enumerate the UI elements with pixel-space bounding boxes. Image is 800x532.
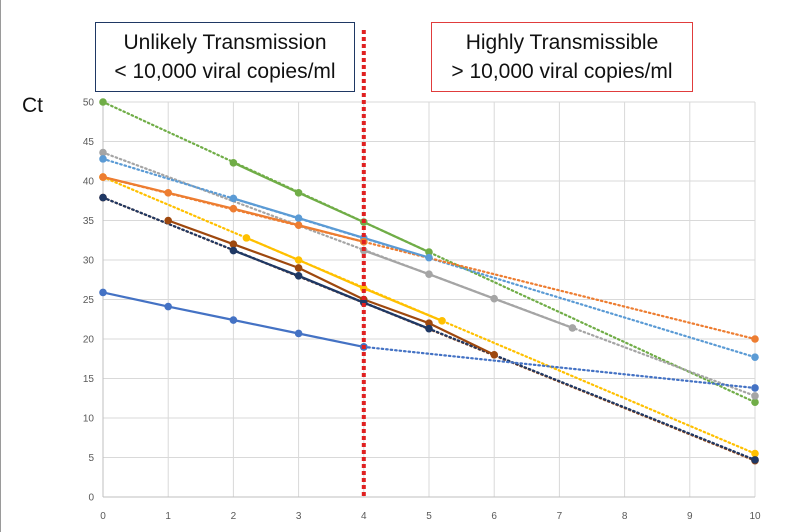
y-tick-label: 25 bbox=[83, 295, 95, 306]
data-point bbox=[568, 324, 577, 332]
data-point bbox=[164, 216, 172, 225]
gridlines bbox=[103, 101, 756, 497]
y-tick-label: 45 bbox=[83, 137, 95, 148]
data-point bbox=[425, 270, 433, 279]
left-border-rule bbox=[0, 0, 1, 532]
callout-unlikely-transmission: Unlikely Transmission < 10,000 viral cop… bbox=[95, 22, 355, 92]
data-point bbox=[99, 288, 107, 297]
series-line bbox=[232, 161, 430, 254]
trend-endpoint bbox=[751, 449, 759, 458]
data-point bbox=[294, 256, 303, 264]
callout-unlikely-line2: < 10,000 viral copies/ml bbox=[114, 60, 336, 83]
data-point bbox=[425, 248, 433, 256]
x-tick-label: 9 bbox=[687, 511, 693, 522]
data-point bbox=[294, 221, 303, 230]
y-tick-label: 0 bbox=[88, 493, 94, 504]
trend-endpoint bbox=[751, 335, 759, 343]
data-point bbox=[294, 189, 303, 197]
trendlines bbox=[99, 98, 759, 465]
x-tick-label: 8 bbox=[622, 511, 628, 522]
y-tick-label: 30 bbox=[83, 256, 95, 267]
y-tick-label: 5 bbox=[88, 453, 94, 464]
trend-endpoint bbox=[751, 398, 759, 407]
trend-endpoint bbox=[99, 155, 107, 163]
data-point bbox=[490, 294, 499, 303]
x-tick-label: 5 bbox=[426, 511, 432, 522]
y-tick-label: 40 bbox=[83, 177, 95, 188]
trend-endpoint bbox=[99, 98, 107, 106]
data-point bbox=[425, 324, 433, 333]
x-tick-label: 0 bbox=[100, 511, 106, 522]
x-tick-label: 6 bbox=[491, 511, 497, 522]
trend-endpoint bbox=[751, 353, 759, 361]
y-axis-label: Ct bbox=[22, 94, 43, 117]
trend-endpoint bbox=[751, 384, 759, 392]
data-series bbox=[99, 159, 577, 359]
series-line bbox=[167, 219, 495, 356]
y-tick-label: 35 bbox=[83, 216, 95, 227]
trend-endpoint bbox=[751, 456, 759, 464]
series-line bbox=[245, 236, 443, 322]
data-point bbox=[164, 302, 172, 311]
trendline bbox=[101, 175, 757, 455]
callout-unlikely-line1: Unlikely Transmission bbox=[123, 31, 327, 54]
callout-highly-transmissible: Highly Transmissible > 10,000 viral copi… bbox=[431, 22, 693, 92]
x-tick-label: 10 bbox=[749, 511, 761, 522]
data-point bbox=[242, 234, 251, 242]
y-tick-label: 10 bbox=[83, 414, 95, 425]
data-point bbox=[229, 240, 238, 248]
y-tick-label: 50 bbox=[83, 98, 95, 109]
trend-endpoint bbox=[99, 148, 107, 157]
trend-endpoint bbox=[751, 392, 759, 400]
trendline bbox=[101, 100, 757, 404]
series-line bbox=[363, 249, 573, 329]
y-tick-label: 15 bbox=[83, 374, 95, 385]
x-tick-label: 4 bbox=[361, 511, 367, 522]
data-point bbox=[294, 329, 303, 338]
x-tick-label: 2 bbox=[231, 511, 237, 522]
data-point bbox=[425, 319, 433, 328]
data-point bbox=[294, 272, 303, 280]
data-point bbox=[490, 351, 499, 359]
callout-high-line1: Highly Transmissible bbox=[465, 31, 659, 54]
series-line bbox=[233, 197, 430, 259]
trendline bbox=[101, 157, 757, 359]
data-point bbox=[99, 173, 107, 181]
series-line bbox=[233, 249, 430, 330]
data-point bbox=[294, 214, 303, 222]
data-point bbox=[229, 316, 238, 324]
callout-high-line2: > 10,000 viral copies/ml bbox=[451, 60, 673, 83]
data-point bbox=[164, 189, 172, 197]
y-tick-label: 20 bbox=[83, 335, 95, 346]
data-point bbox=[294, 264, 303, 272]
x-tick-label: 3 bbox=[296, 511, 302, 522]
x-tick-label: 7 bbox=[557, 511, 563, 522]
trendline bbox=[362, 345, 757, 390]
data-point bbox=[229, 246, 238, 255]
data-point bbox=[229, 204, 238, 213]
data-point bbox=[438, 317, 446, 325]
data-point bbox=[425, 253, 433, 262]
data-point bbox=[229, 159, 238, 167]
x-tick-label: 1 bbox=[165, 511, 171, 522]
trend-endpoint bbox=[99, 193, 107, 202]
data-point bbox=[229, 194, 238, 203]
